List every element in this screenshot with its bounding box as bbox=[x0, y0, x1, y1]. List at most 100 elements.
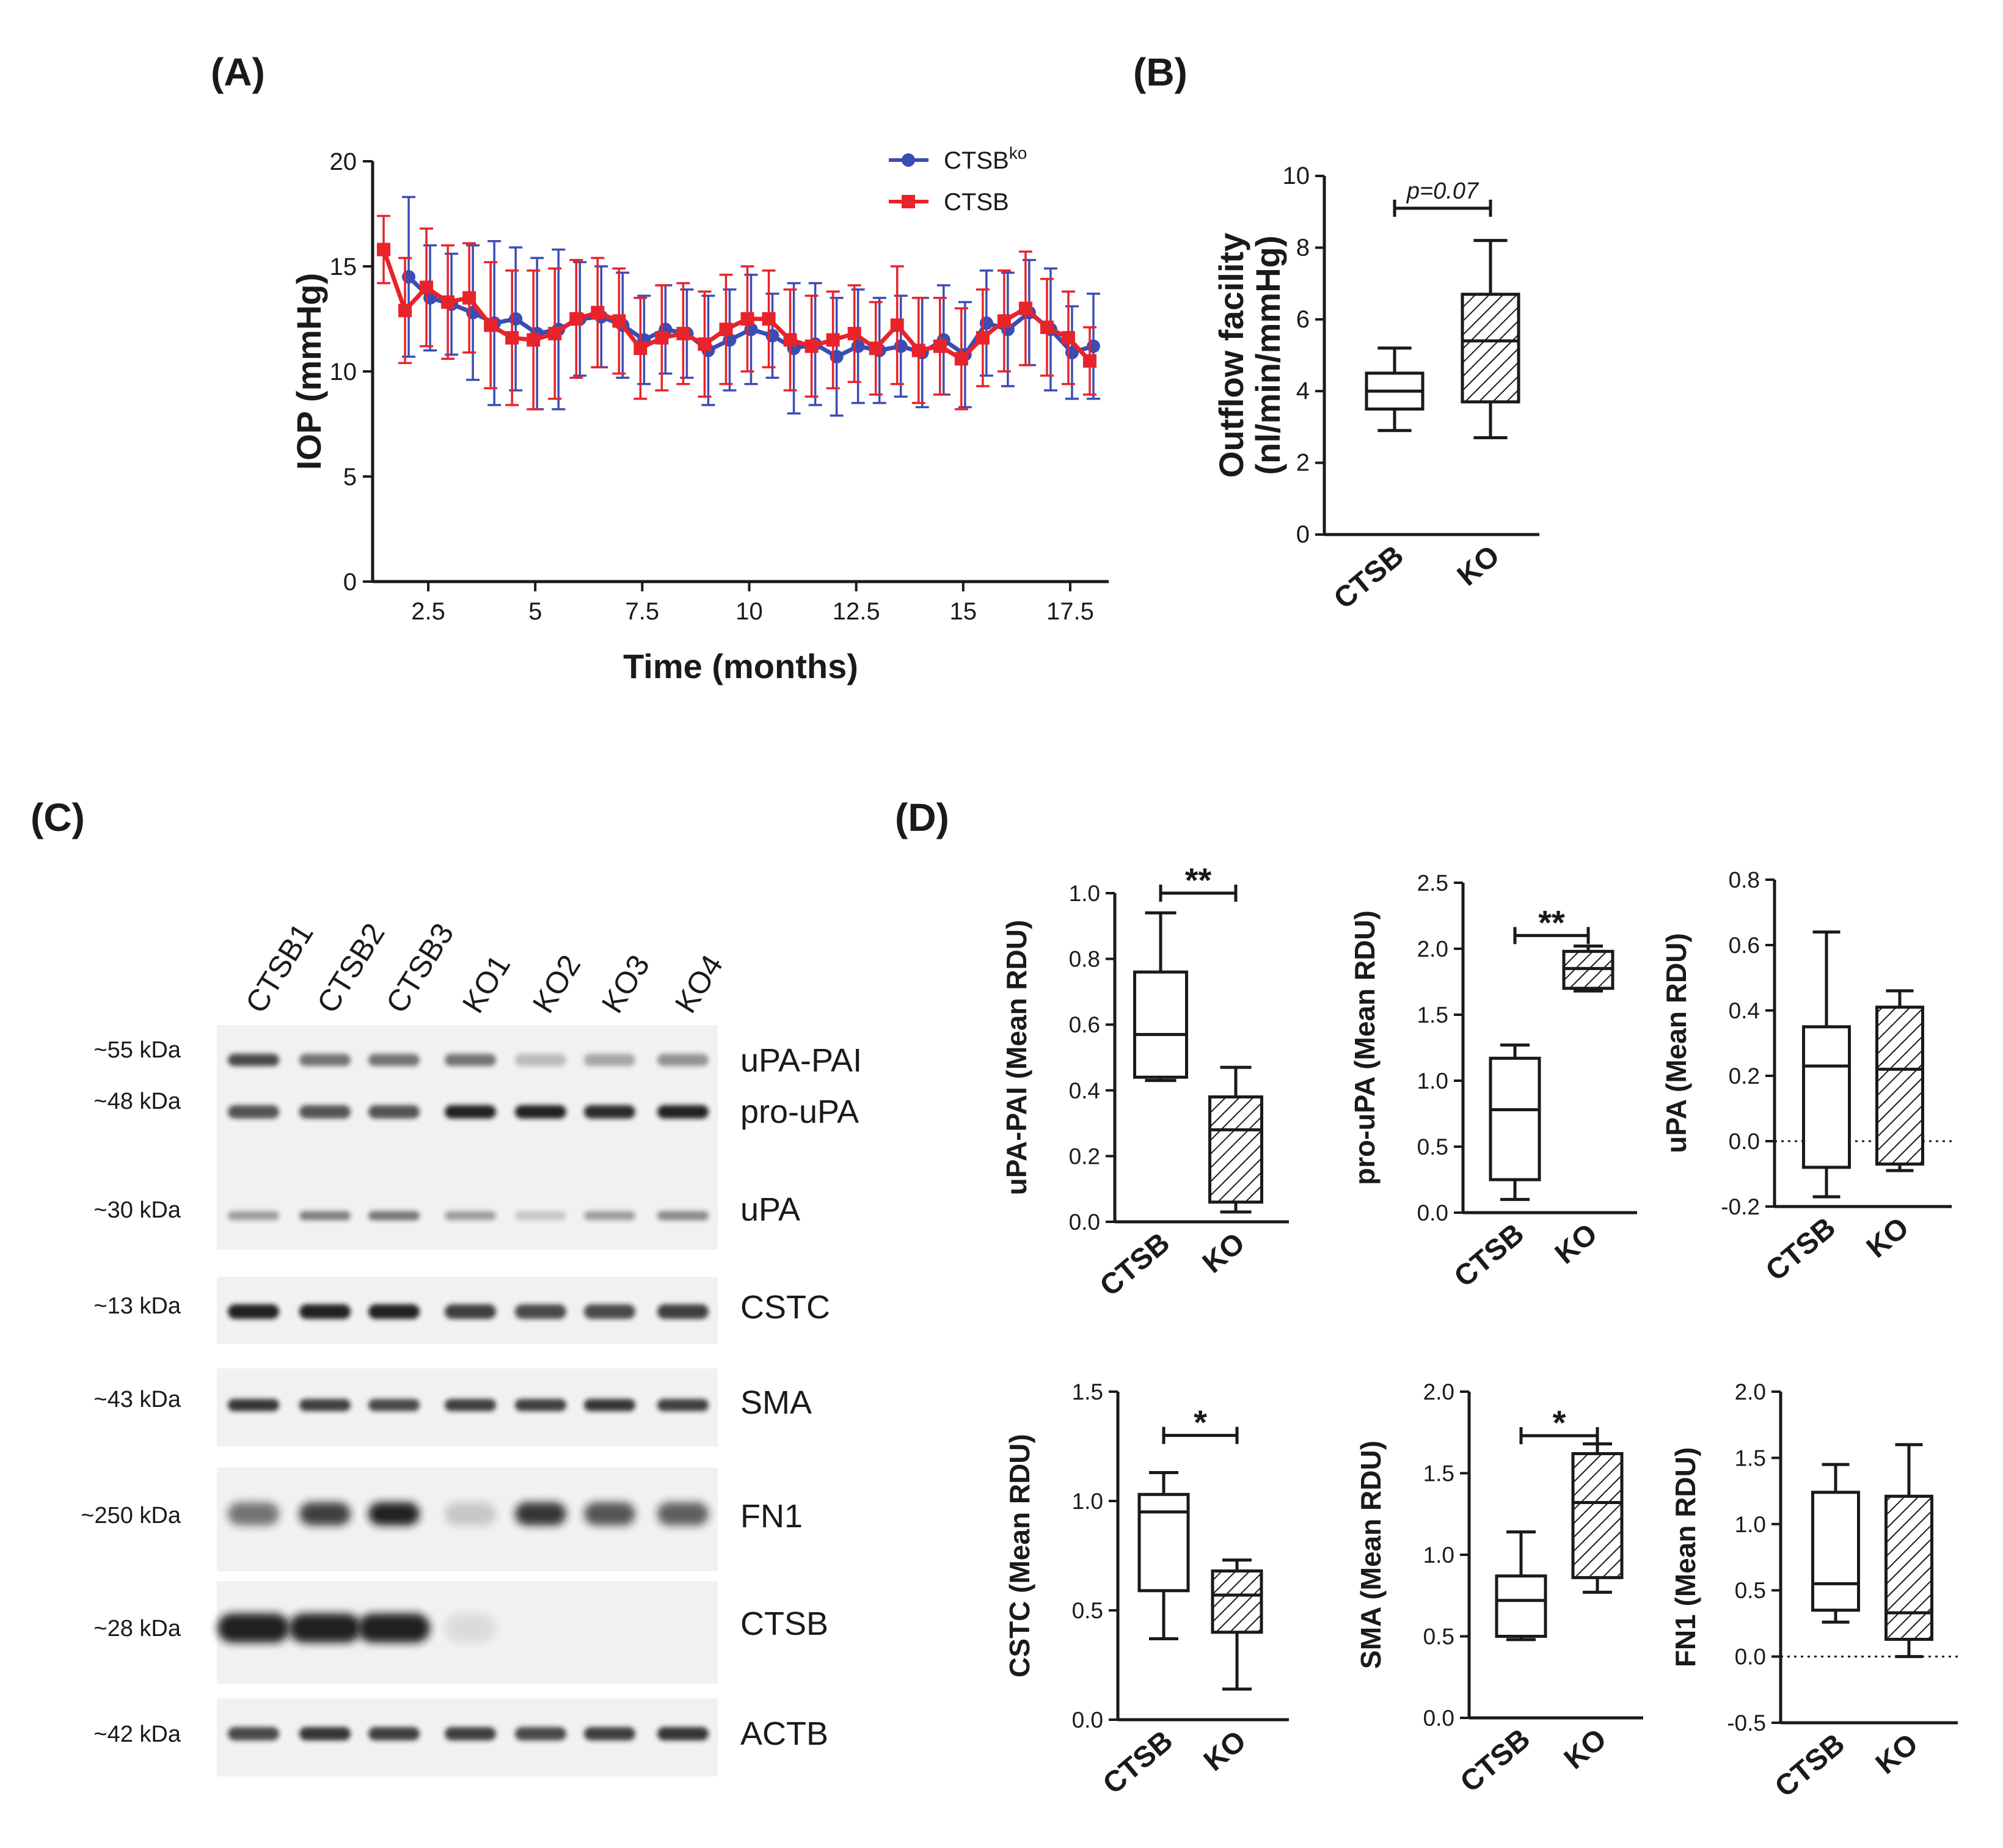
a-point bbox=[569, 312, 583, 326]
B-box-ko bbox=[1461, 239, 1520, 440]
a-point bbox=[954, 352, 968, 366]
band-cstc-ko2 bbox=[515, 1304, 566, 1319]
protein-label-ctsb: CTSB bbox=[740, 1605, 828, 1642]
D2-box bbox=[1489, 1056, 1541, 1181]
band-sma-ko2 bbox=[515, 1399, 566, 1411]
a-legend-label: CTSBko bbox=[944, 144, 1027, 174]
a-point bbox=[890, 318, 904, 332]
D5-y-tick-label: 2.0 bbox=[1423, 1379, 1454, 1404]
B-y-tick-label: 0 bbox=[1296, 521, 1310, 548]
D5-category-label: CTSB bbox=[1454, 1723, 1536, 1799]
D2-box-ko bbox=[1562, 944, 1614, 993]
D4-box-ko bbox=[1211, 1558, 1263, 1691]
D2-y-tick-label: 1.0 bbox=[1417, 1068, 1448, 1094]
D1-category-label: CTSB bbox=[1094, 1227, 1176, 1303]
panel-label-d: (D) bbox=[895, 795, 949, 839]
protein-label-actb: ACTB bbox=[740, 1715, 828, 1752]
D6-y-tick-label: 2.0 bbox=[1735, 1379, 1766, 1404]
band-fn1-ko3 bbox=[584, 1502, 635, 1525]
D3-category-label: CTSB bbox=[1760, 1211, 1842, 1288]
lane-label-ko2: KO2 bbox=[526, 949, 588, 1019]
protein-label-pro-upa: pro-uPA bbox=[740, 1094, 859, 1130]
B-category-label: CTSB bbox=[1328, 539, 1410, 616]
a-series-line bbox=[381, 249, 1092, 363]
D4-y-tick-label: 0.5 bbox=[1072, 1598, 1103, 1623]
a-point bbox=[740, 312, 754, 326]
D6-y-axis-title: FN1 (Mean RDU) bbox=[1669, 1447, 1701, 1667]
a-legend: CTSBko CTSB bbox=[889, 144, 1027, 216]
chart-a-iop-timecourse: 0 5 10 15 20 2.5 5 7.5 10 12.5 15 17.5 Time (months)… bbox=[290, 144, 1109, 685]
D6-box bbox=[1884, 1494, 1933, 1641]
band-sma-ctsb2 bbox=[299, 1399, 351, 1411]
B-box bbox=[1461, 293, 1520, 404]
D6-box-ko bbox=[1884, 1443, 1933, 1659]
D3-y-tick-label: 0.2 bbox=[1729, 1064, 1760, 1089]
band-upa-pai-ctsb2 bbox=[299, 1054, 351, 1066]
mw-marker-250-kda: ~250 kDa bbox=[81, 1503, 181, 1528]
band-upa-ko1 bbox=[445, 1211, 496, 1221]
band-actb-ctsb3 bbox=[368, 1727, 420, 1740]
mw-marker-43-kda: ~43 kDa bbox=[93, 1387, 181, 1412]
D5-y-tick-label: 1.5 bbox=[1423, 1461, 1454, 1486]
D3-box-ko bbox=[1875, 989, 1924, 1172]
D5-significance: * bbox=[1519, 1403, 1599, 1445]
band-upa-ctsb2 bbox=[299, 1211, 351, 1221]
D2-significance: ** bbox=[1513, 903, 1590, 944]
band-upa-ko4 bbox=[657, 1211, 709, 1221]
chart-d-upa: -0.2 0.0 0.2 0.4 0.6 0.8 uPA (Mean RDU) CTSB KO bbox=[1660, 867, 1952, 1287]
D3-y-tick-label: -0.2 bbox=[1721, 1194, 1760, 1219]
D3-box-ctsb bbox=[1802, 930, 1851, 1199]
lane-label-ctsb2: CTSB2 bbox=[310, 917, 392, 1018]
protein-label-cstc: CSTC bbox=[740, 1289, 830, 1326]
D4-category-label: CTSB bbox=[1097, 1725, 1179, 1801]
blot-strip bbox=[217, 1277, 718, 1344]
B-annotation: p=0.07 bbox=[1406, 178, 1479, 204]
protein-label-upa: uPA bbox=[740, 1191, 800, 1228]
a-point bbox=[762, 312, 776, 326]
a-point bbox=[633, 341, 648, 356]
D1-y-tick-label: 0.6 bbox=[1069, 1012, 1100, 1037]
chart-d-pro-upa: 0.0 0.5 1.0 1.5 2.0 2.5 pro-uPA (Mean RDU) CTSB… bbox=[1349, 871, 1637, 1293]
D1-y-tick-label: 0.2 bbox=[1069, 1144, 1100, 1169]
D1-y-tick-label: 0.8 bbox=[1069, 947, 1100, 972]
D5-box-ko bbox=[1571, 1442, 1624, 1594]
D1-y-tick-label: 1.0 bbox=[1069, 881, 1100, 906]
a-point bbox=[612, 314, 626, 328]
D4-y-tick-label: 0.0 bbox=[1072, 1707, 1103, 1733]
a-point bbox=[655, 331, 669, 345]
D1-y-tick-label: 0.0 bbox=[1069, 1210, 1100, 1235]
D1-box bbox=[1133, 970, 1188, 1079]
band-fn1-ko2 bbox=[515, 1502, 566, 1525]
band-fn1-ctsb3 bbox=[368, 1502, 420, 1525]
a-y-tick-label: 0 bbox=[343, 569, 357, 596]
band-fn1-ko1 bbox=[445, 1502, 496, 1525]
band-upa-ctsb1 bbox=[228, 1211, 279, 1221]
D4-y-tick-label: 1.5 bbox=[1072, 1379, 1103, 1404]
a-y-tick-label: 10 bbox=[330, 359, 357, 385]
panel-label-b: (B) bbox=[1133, 50, 1188, 94]
a-point bbox=[869, 341, 883, 356]
D1-annotation: ** bbox=[1185, 861, 1212, 899]
D3-category-label: KO bbox=[1861, 1211, 1915, 1265]
B-y-tick-label: 10 bbox=[1283, 163, 1310, 189]
band-cstc-ko3 bbox=[584, 1304, 635, 1319]
D4-y-tick-label: 1.0 bbox=[1072, 1489, 1103, 1514]
a-point bbox=[933, 339, 947, 353]
D2-y-tick-label: 2.0 bbox=[1417, 937, 1448, 962]
a-x-tick-label: 15 bbox=[950, 598, 977, 625]
chart-d-cstc: 0.0 0.5 1.0 1.5 CSTC (Mean RDU) CTSB KO * bbox=[1004, 1379, 1289, 1800]
band-sma-ko4 bbox=[657, 1399, 709, 1411]
panel-label-a: (A) bbox=[211, 50, 265, 94]
band-pro-upa-ctsb1 bbox=[228, 1105, 279, 1119]
a-point bbox=[698, 337, 712, 351]
band-sma-ctsb3 bbox=[368, 1399, 420, 1411]
a-y-tick-label: 20 bbox=[330, 148, 357, 175]
band-pro-upa-ctsb2 bbox=[299, 1105, 351, 1119]
a-x-tick-label: 10 bbox=[735, 598, 763, 625]
band-ctsb-ctsb3 bbox=[358, 1613, 430, 1643]
D3-y-axis-title: uPA (Mean RDU) bbox=[1660, 933, 1692, 1153]
B-category-label: KO bbox=[1451, 539, 1506, 593]
a-legend-label: CTSB bbox=[944, 189, 1009, 216]
chart-d-upa-pai: 0.0 0.2 0.4 0.6 0.8 1.0 uPA-PAI (Mean RDU) CTSB… bbox=[1001, 861, 1289, 1302]
